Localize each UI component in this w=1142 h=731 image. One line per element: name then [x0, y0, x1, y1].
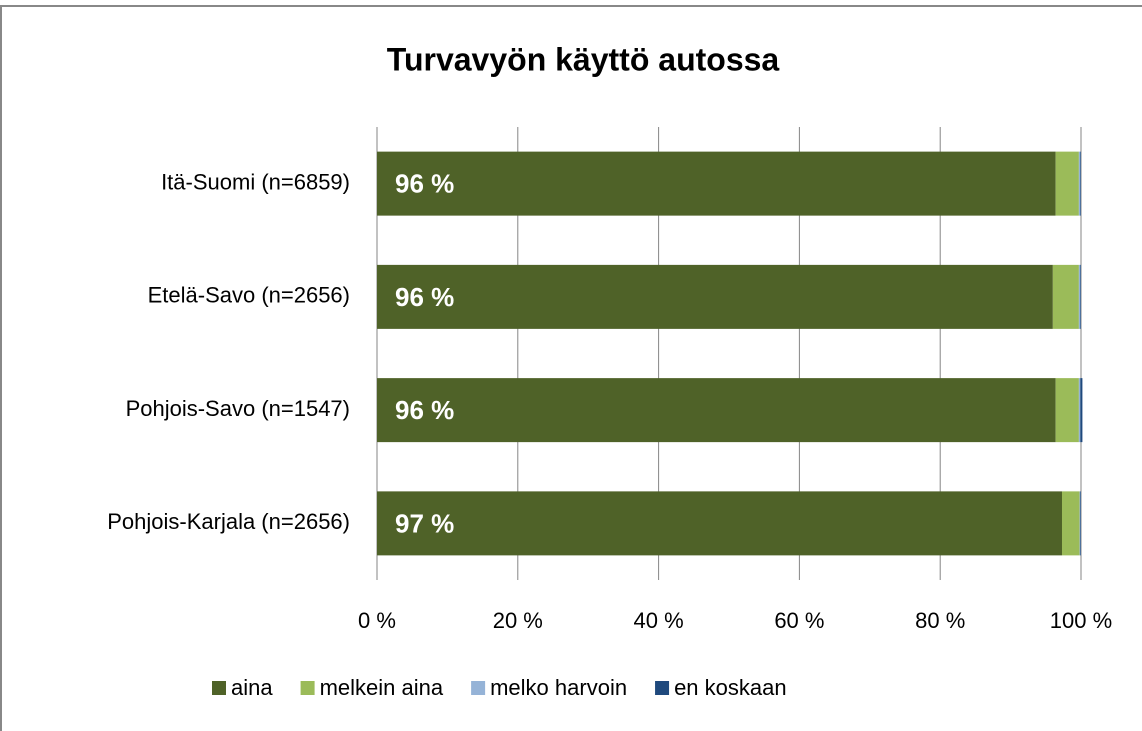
bar-segment: [1078, 151, 1081, 216]
bar-segment: [1061, 491, 1080, 556]
chart-border: [0, 5, 1142, 731]
bar-segment: [1055, 151, 1079, 216]
x-tick-label: 60 %: [774, 608, 824, 633]
bar-segment: [1078, 264, 1081, 329]
bar-segment: [1079, 491, 1081, 556]
legend-label: aina: [231, 675, 273, 700]
legend-swatch: [471, 681, 486, 695]
bar-segment: [1080, 378, 1083, 443]
bar-segment: [377, 378, 1056, 443]
chart-title: Turvavyön käyttö autossa: [387, 41, 780, 77]
bar-segment: [1080, 491, 1081, 556]
x-tick-label: 100 %: [1050, 608, 1112, 633]
y-tick-label: Pohjois-Karjala (n=2656): [107, 509, 350, 534]
y-tick-label: Pohjois-Savo (n=1547): [126, 396, 350, 421]
bar-segment: [1078, 378, 1081, 443]
y-tick-label: Itä-Suomi (n=6859): [161, 169, 350, 194]
x-tick-label: 0 %: [358, 608, 396, 633]
bar-segment: [377, 151, 1056, 216]
bar-segment: [377, 264, 1053, 329]
data-label: 96 %: [395, 169, 454, 199]
legend-label: en koskaan: [674, 675, 787, 700]
bar-segment: [1055, 378, 1079, 443]
x-tick-label: 80 %: [915, 608, 965, 633]
y-tick-label: Etelä-Savo (n=2656): [148, 283, 350, 308]
bar-segment: [1052, 264, 1079, 329]
data-label: 96 %: [395, 282, 454, 312]
bar-segment: [1080, 151, 1081, 216]
legend-label: melkein aina: [320, 675, 444, 700]
data-label: 96 %: [395, 395, 454, 425]
legend-swatch: [655, 681, 670, 695]
x-tick-label: 40 %: [634, 608, 684, 633]
legend-swatch: [300, 681, 315, 695]
data-label: 97 %: [395, 508, 454, 538]
x-tick-label: 20 %: [493, 608, 543, 633]
bar-segment: [1080, 264, 1081, 329]
bar-segment: [377, 491, 1062, 556]
legend-label: melko harvoin: [490, 675, 627, 700]
legend-swatch: [212, 681, 226, 695]
